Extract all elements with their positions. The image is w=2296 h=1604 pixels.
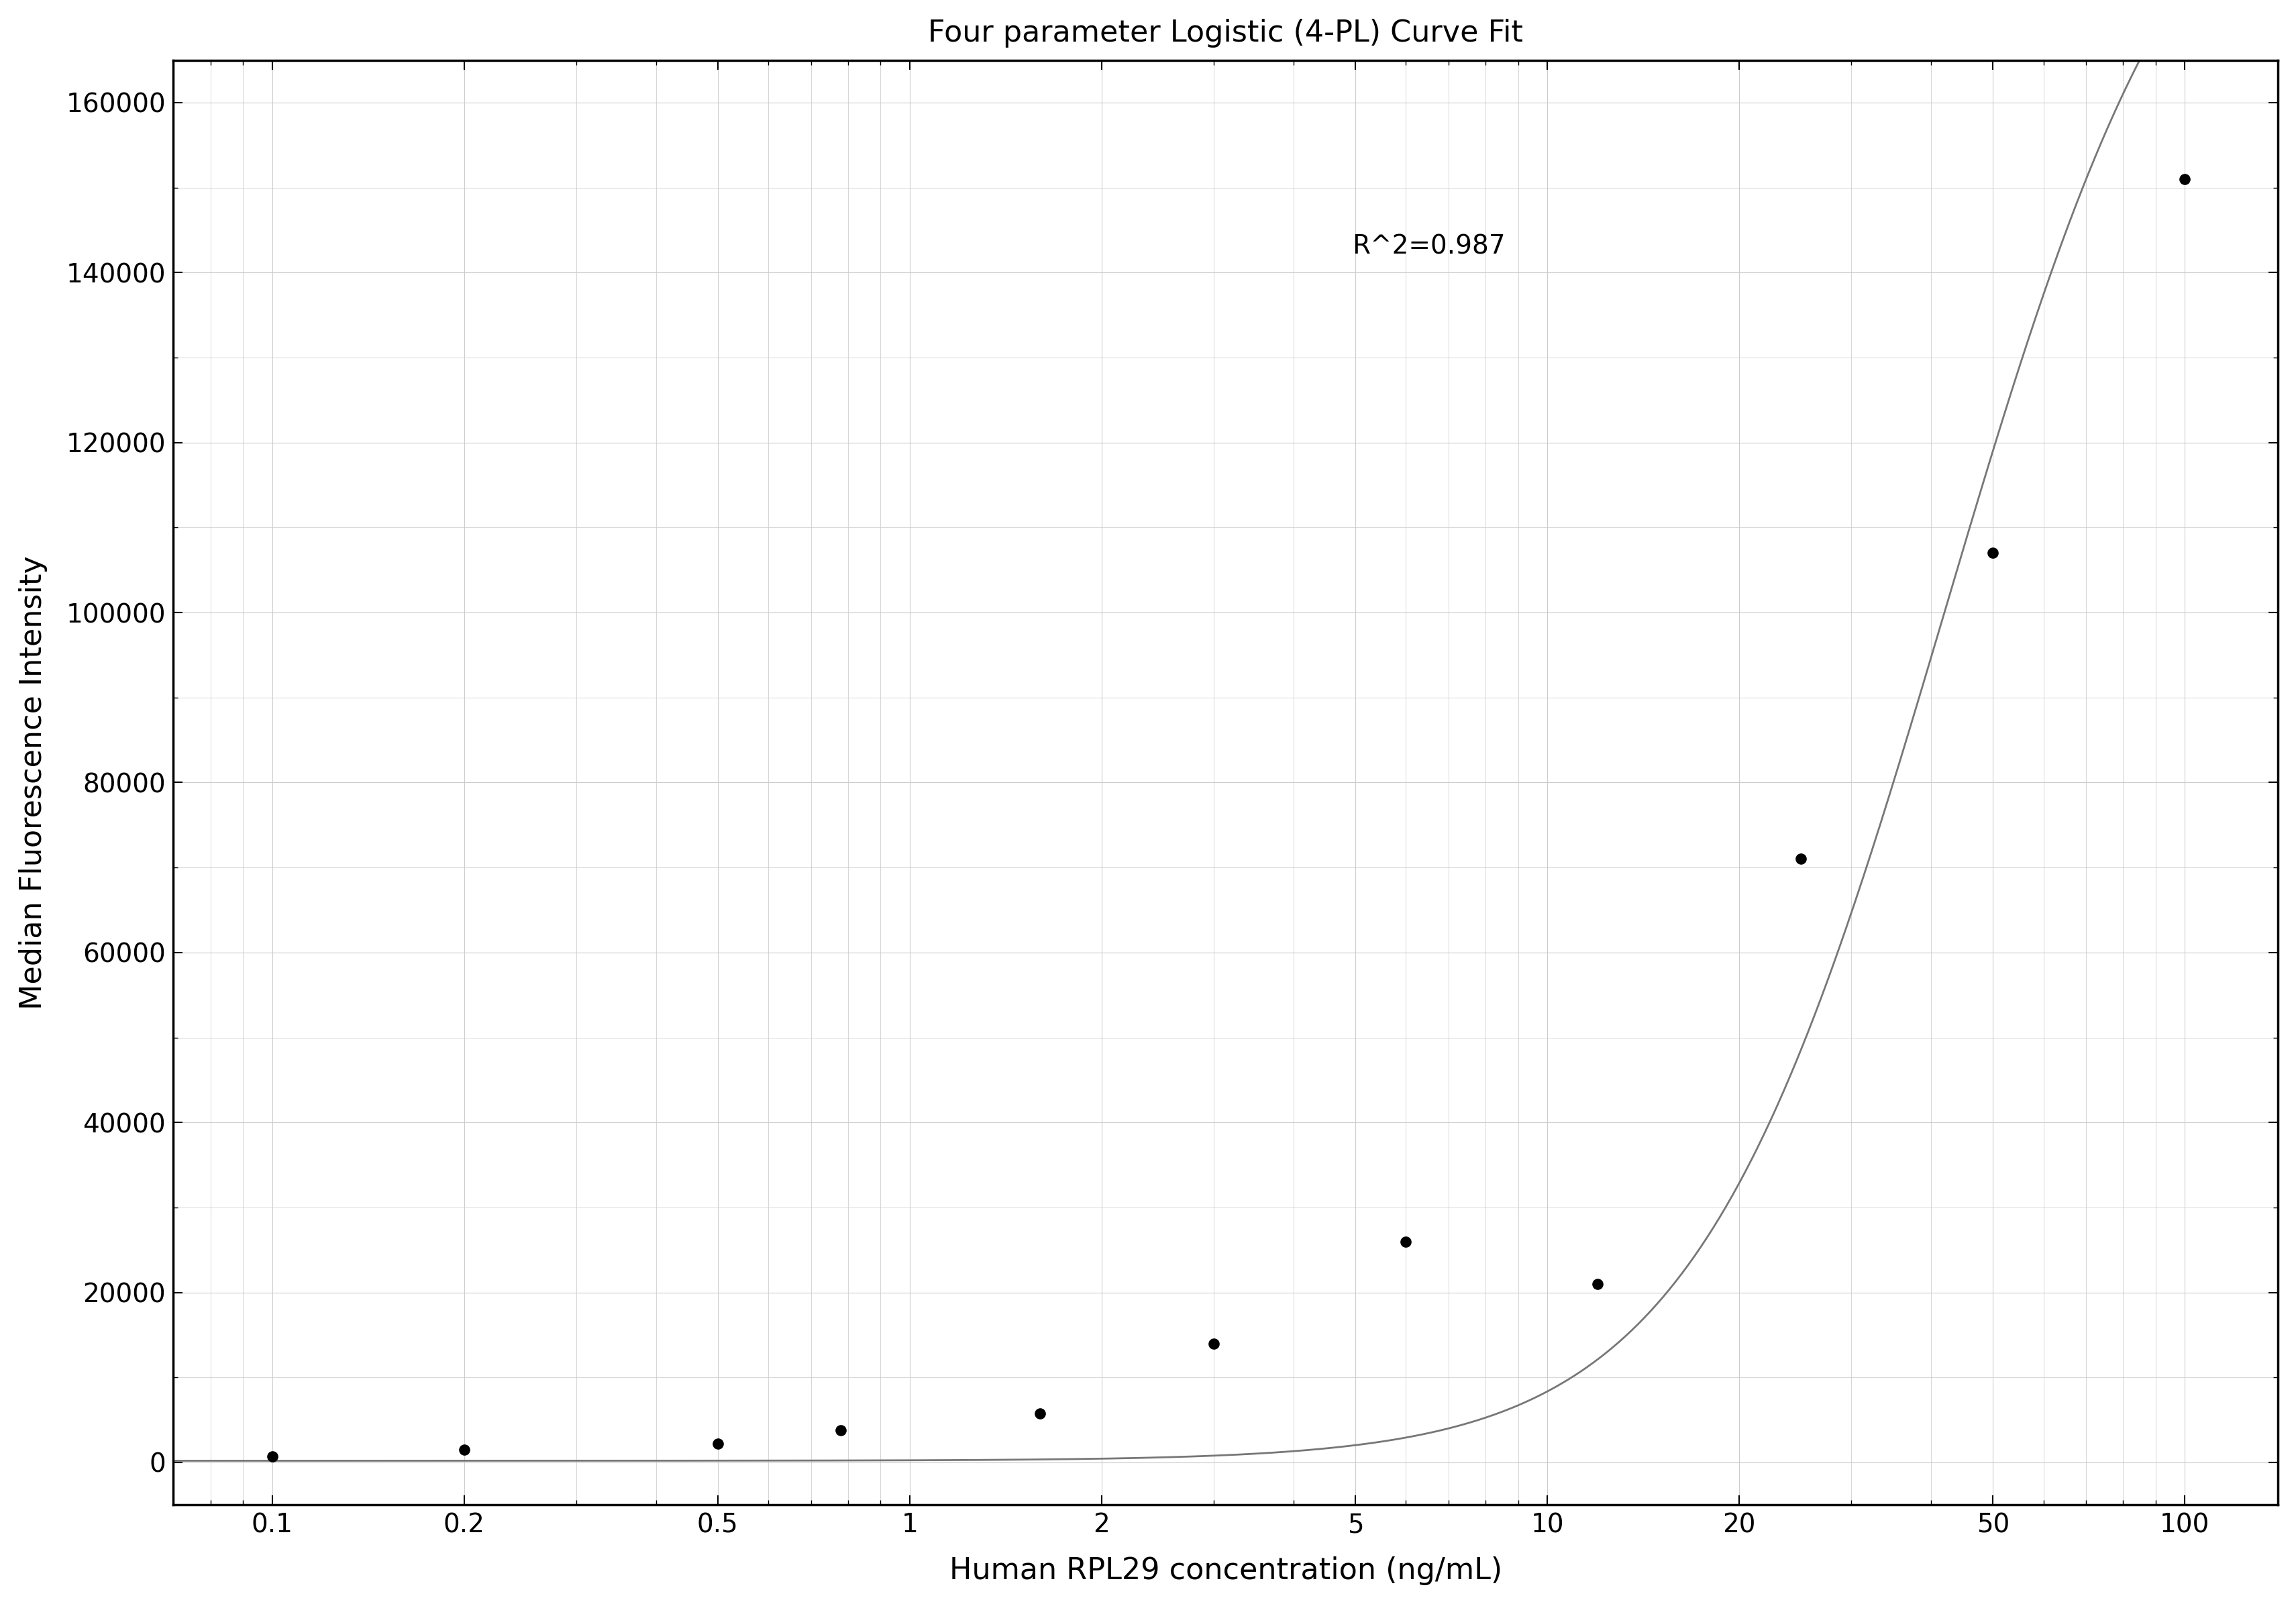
Point	[1580, 1270, 1616, 1296]
Point	[445, 1437, 482, 1463]
Point	[1782, 847, 1818, 873]
Point	[1196, 1331, 1233, 1357]
Text: R^2=0.987: R^2=0.987	[1352, 234, 1504, 258]
Point	[2165, 167, 2202, 192]
Point	[1022, 1400, 1058, 1426]
Point	[1975, 541, 2011, 566]
Title: Four parameter Logistic (4-PL) Curve Fit: Four parameter Logistic (4-PL) Curve Fit	[928, 19, 1522, 48]
Point	[700, 1431, 737, 1456]
Point	[822, 1418, 859, 1444]
Point	[253, 1444, 289, 1469]
Y-axis label: Median Fluorescence Intensity: Median Fluorescence Intensity	[18, 555, 48, 1009]
Point	[1387, 1229, 1424, 1254]
X-axis label: Human RPL29 concentration (ng/mL): Human RPL29 concentration (ng/mL)	[948, 1556, 1502, 1585]
